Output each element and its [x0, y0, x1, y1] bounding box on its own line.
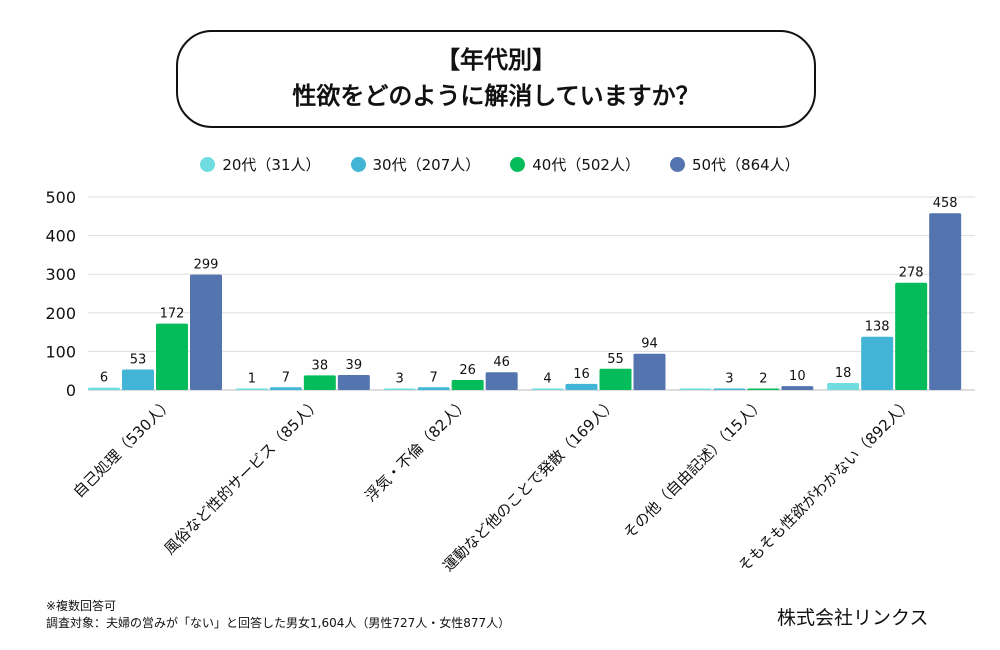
x-category-label: その他（自由記述）（15人） [620, 394, 768, 542]
title-line1: 【年代別】 [436, 46, 556, 74]
data-label: 7 [430, 370, 438, 385]
data-label: 39 [346, 358, 363, 373]
x-category-label: 風俗など性的サービス（85人） [161, 394, 325, 558]
footnote-multiple-answers: ※複数回答可 [46, 599, 117, 613]
legend-label: 50代（864人） [691, 156, 800, 174]
data-label: 278 [899, 266, 924, 281]
bar [451, 379, 484, 390]
data-label: 16 [573, 367, 590, 382]
bar [713, 388, 746, 390]
legend-swatch [510, 157, 526, 172]
y-tick-label: 0 [66, 381, 76, 400]
bar [485, 372, 518, 390]
data-label: 3 [725, 372, 733, 387]
y-tick-label: 200 [45, 304, 76, 323]
bar [122, 369, 154, 390]
y-tick-label: 400 [45, 227, 76, 246]
bar [383, 388, 416, 390]
y-tick-label: 500 [45, 188, 76, 207]
bar [781, 386, 814, 390]
bar [565, 383, 598, 390]
data-label: 299 [194, 258, 219, 273]
legend-item-30s: 30代（207人） [350, 154, 481, 175]
data-label: 18 [835, 366, 852, 381]
title-box: 【年代別】 性欲をどのように解消していますか？ [176, 30, 816, 128]
legend-label: 30代（207人） [372, 156, 481, 174]
bar [861, 336, 894, 390]
x-category-label: そもそも性欲がわかない（892人） [735, 394, 916, 575]
data-label: 46 [493, 355, 510, 370]
legend-swatch [200, 157, 216, 172]
bar [235, 388, 268, 390]
y-tick-label: 300 [45, 265, 76, 284]
bar [599, 368, 632, 390]
bar [633, 353, 666, 390]
x-category-label: 浮気・不倫（82人） [361, 394, 472, 505]
data-label: 458 [933, 196, 958, 211]
data-label: 172 [160, 307, 185, 322]
bar [679, 388, 712, 390]
bar [337, 374, 370, 390]
legend-item-40s: 40代（502人） [510, 154, 640, 175]
bar [895, 282, 928, 390]
bar [88, 387, 120, 390]
bar [303, 375, 336, 390]
data-label: 6 [100, 371, 108, 386]
bar [827, 383, 860, 390]
data-label: 53 [130, 353, 147, 368]
bar [929, 213, 962, 390]
data-label: 2 [759, 372, 767, 387]
data-label: 7 [282, 370, 290, 385]
data-label: 38 [312, 358, 329, 373]
data-label: 10 [789, 369, 806, 384]
bar [190, 274, 222, 390]
y-tick-label: 100 [45, 342, 76, 361]
data-label: 138 [865, 320, 890, 335]
bar [531, 388, 564, 390]
legend-swatch [669, 157, 685, 172]
bar [156, 323, 188, 390]
legend-label: 40代（502人） [532, 156, 640, 174]
data-label: 26 [459, 363, 476, 378]
legend-swatch [350, 157, 366, 172]
legend-item-50s: 50代（864人） [669, 154, 800, 175]
data-label: 1 [248, 372, 256, 387]
legend-label: 20代（31人） [222, 156, 321, 174]
data-label: 55 [607, 352, 624, 367]
x-category-label: 運動など他のことで発散（169人） [439, 394, 620, 575]
company-name: 株式会社リンクス [777, 607, 929, 629]
bar [417, 387, 450, 390]
bar [269, 387, 302, 390]
data-label: 94 [641, 337, 658, 352]
legend-item-20s: 20代（31人） [200, 154, 321, 175]
legend: 20代（31人） 30代（207人） 40代（502人） 50代（864人） [0, 154, 1000, 175]
bar [747, 388, 780, 390]
data-label: 3 [396, 372, 404, 387]
footnote-survey-target: 調査対象：夫婦の営みが「ない」と回答した男女1,604人（男性727人・女性87… [46, 616, 511, 630]
x-category-label: 自己処理（530人） [70, 394, 177, 501]
data-label: 4 [543, 371, 551, 386]
title-line2: 性欲をどのように解消していますか？ [292, 82, 700, 110]
